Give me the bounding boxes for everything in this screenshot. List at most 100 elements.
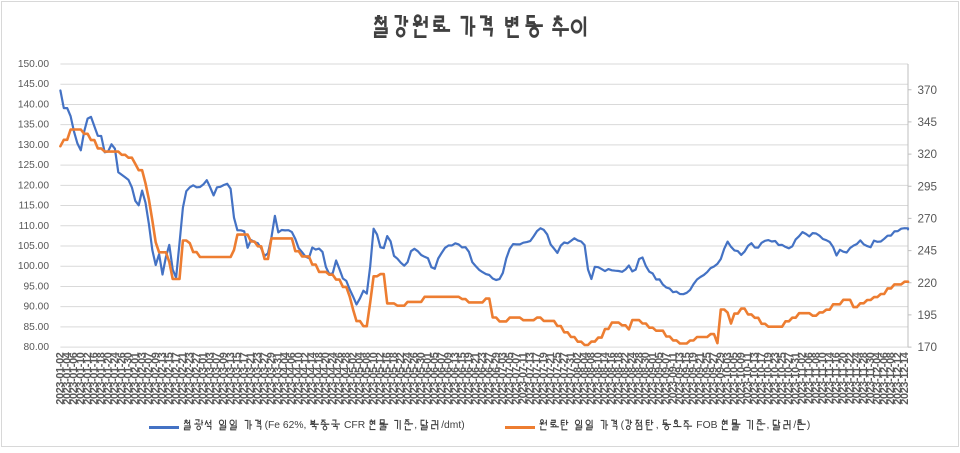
svg-text:2023-10-03: 2023-10-03	[722, 352, 734, 405]
svg-text:2023-06-15: 2023-06-15	[456, 352, 468, 405]
svg-text:2023-04-20: 2023-04-20	[320, 352, 332, 405]
svg-text:2023-05-18: 2023-05-18	[388, 352, 400, 405]
svg-text:2023-08-08: 2023-08-08	[586, 352, 598, 405]
svg-text:130.00: 130.00	[18, 140, 49, 151]
svg-text:2023-12-14: 2023-12-14	[899, 352, 911, 405]
svg-text:2023-05-26: 2023-05-26	[409, 352, 421, 405]
svg-text:2023-07-13: 2023-07-13	[524, 352, 536, 405]
svg-text:2023-08-18: 2023-08-18	[613, 352, 625, 405]
svg-text:2023-05-04: 2023-05-04	[354, 352, 366, 405]
svg-text:,: ,	[414, 420, 417, 431]
svg-text:2023-01-10: 2023-01-10	[75, 352, 87, 405]
svg-text:2023-09-25: 2023-09-25	[701, 352, 713, 405]
svg-text:2023-09-11: 2023-09-11	[667, 352, 679, 404]
svg-text:2023-09-07: 2023-09-07	[661, 352, 673, 405]
svg-text:2023-08-02: 2023-08-02	[572, 352, 584, 405]
svg-text:2023-11-20: 2023-11-20	[838, 352, 850, 404]
svg-text:2023-09-05: 2023-09-05	[654, 352, 666, 405]
svg-text:2023-12-12: 2023-12-12	[892, 352, 904, 405]
svg-text:2023-09-01: 2023-09-01	[647, 352, 659, 405]
svg-text:2023-11-16: 2023-11-16	[831, 352, 843, 404]
svg-text:2023-11-22: 2023-11-22	[844, 352, 856, 404]
svg-text:2023-03-15: 2023-03-15	[232, 352, 244, 405]
svg-text:2023-03-13: 2023-03-13	[225, 352, 237, 405]
svg-text:125.00: 125.00	[18, 160, 49, 171]
svg-text:2023-08-30: 2023-08-30	[640, 352, 652, 405]
svg-text:,: ,	[656, 420, 659, 431]
svg-text:2023-11-10: 2023-11-10	[817, 352, 829, 404]
svg-text:2023-10-11: 2023-10-11	[742, 352, 754, 404]
svg-text:(: (	[621, 420, 625, 431]
svg-text:2023-07-21: 2023-07-21	[545, 352, 557, 405]
svg-text:2023-06-09: 2023-06-09	[443, 352, 455, 405]
svg-text:2023-08-04: 2023-08-04	[579, 352, 591, 405]
svg-text:2023-02-13: 2023-02-13	[157, 352, 169, 405]
svg-text:110.00: 110.00	[19, 221, 50, 232]
svg-text:2023-01-30: 2023-01-30	[123, 352, 135, 405]
svg-text:2023-05-10: 2023-05-10	[368, 352, 380, 405]
svg-text:2023-11-08: 2023-11-08	[810, 352, 822, 404]
svg-text:2023-03-01: 2023-03-01	[198, 352, 210, 405]
svg-text:2023-04-06: 2023-04-06	[286, 352, 298, 405]
svg-text:,: ,	[767, 420, 770, 431]
svg-text:2023-03-09: 2023-03-09	[218, 352, 230, 405]
svg-text:2023-02-03: 2023-02-03	[136, 352, 148, 405]
svg-text:CFR: CFR	[344, 420, 365, 431]
svg-text:2023-10-09: 2023-10-09	[735, 352, 747, 405]
svg-text:2023-04-14: 2023-04-14	[307, 352, 319, 405]
svg-text:2023-08-10: 2023-08-10	[592, 352, 604, 405]
svg-text:2023-07-07: 2023-07-07	[511, 352, 523, 405]
svg-text:2023-10-31: 2023-10-31	[790, 352, 802, 405]
svg-text:(Fe: (Fe	[265, 420, 281, 431]
svg-text:2023-07-17: 2023-07-17	[531, 352, 543, 405]
svg-text:2023-02-15: 2023-02-15	[164, 352, 176, 405]
svg-text:2023-07-11: 2023-07-11	[518, 352, 530, 404]
svg-text:/: /	[793, 420, 796, 431]
svg-text:2023-02-23: 2023-02-23	[184, 352, 196, 405]
svg-text:2023-03-31: 2023-03-31	[273, 352, 285, 405]
svg-text:2023-08-16: 2023-08-16	[606, 352, 618, 405]
svg-text:105.00: 105.00	[18, 241, 49, 252]
svg-text:2023-05-08: 2023-05-08	[361, 352, 373, 405]
svg-text:2023-03-23: 2023-03-23	[252, 352, 264, 405]
svg-text:2023-06-01: 2023-06-01	[422, 352, 434, 405]
svg-text:2023-01-06: 2023-01-06	[68, 352, 80, 405]
svg-text:90.00: 90.00	[24, 302, 50, 313]
svg-text:2023-03-21: 2023-03-21	[245, 352, 257, 405]
svg-text:2023-11-14: 2023-11-14	[824, 352, 836, 404]
svg-text:150.00: 150.00	[18, 59, 49, 70]
svg-text:2023-11-28: 2023-11-28	[858, 352, 870, 404]
svg-text:135.00: 135.00	[18, 120, 49, 131]
svg-text:220: 220	[918, 277, 938, 290]
svg-text:2023-11-06: 2023-11-06	[804, 352, 816, 404]
svg-text:170: 170	[918, 341, 938, 354]
svg-text:145.00: 145.00	[18, 79, 49, 90]
svg-text:2023-01-12: 2023-01-12	[82, 352, 94, 405]
svg-text:2023-06-07: 2023-06-07	[436, 352, 448, 405]
svg-text:2023-06-23: 2023-06-23	[477, 352, 489, 405]
svg-text:2023-03-03: 2023-03-03	[204, 352, 216, 405]
svg-text:2023-05-12: 2023-05-12	[375, 352, 387, 405]
svg-text:2023-07-31: 2023-07-31	[565, 352, 577, 405]
svg-text:2023-06-05: 2023-06-05	[429, 352, 441, 405]
svg-text:2023-08-28: 2023-08-28	[633, 352, 645, 405]
svg-text:370: 370	[918, 84, 938, 97]
svg-text:FOB: FOB	[696, 420, 717, 431]
svg-text:2023-05-24: 2023-05-24	[402, 352, 414, 405]
svg-text:2023-09-27: 2023-09-27	[708, 352, 720, 405]
svg-text:2023-02-09: 2023-02-09	[150, 352, 162, 405]
svg-text:2023-07-05: 2023-07-05	[504, 352, 516, 405]
svg-text:295: 295	[918, 180, 938, 193]
svg-text:140.00: 140.00	[18, 99, 49, 110]
svg-text:2023-01-04: 2023-01-04	[61, 352, 73, 405]
svg-text:2023-10-27: 2023-10-27	[783, 352, 795, 405]
svg-text:2023-02-27: 2023-02-27	[191, 352, 203, 405]
svg-text:2023-01-16: 2023-01-16	[89, 352, 101, 405]
svg-text:195: 195	[918, 309, 938, 322]
svg-text:2023-10-17: 2023-10-17	[756, 352, 768, 405]
svg-text:2023-06-21: 2023-06-21	[470, 352, 482, 405]
svg-text:2023-04-10: 2023-04-10	[293, 352, 305, 405]
svg-text:2023-06-19: 2023-06-19	[463, 352, 475, 405]
svg-text:80.00: 80.00	[24, 342, 50, 353]
svg-text:2023-09-21: 2023-09-21	[695, 352, 707, 405]
